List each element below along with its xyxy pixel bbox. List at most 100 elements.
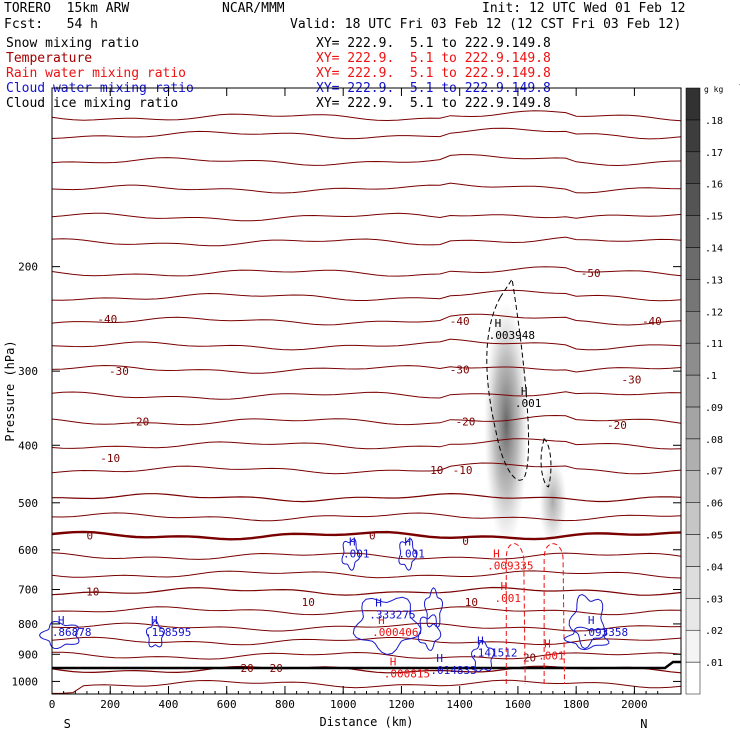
max-value-label: .009335 xyxy=(487,560,533,573)
colorbar-tick-label: .02 xyxy=(705,626,723,637)
x-tick-label: 1400 xyxy=(446,698,473,711)
max-marker-H: H xyxy=(375,597,382,610)
isotherm-line xyxy=(51,110,682,122)
north-label: N xyxy=(640,717,647,731)
snow-shading xyxy=(484,302,529,546)
x-tick-label: 600 xyxy=(217,698,237,711)
colorbar-swatch xyxy=(685,566,701,599)
x-tick-label: 0 xyxy=(49,698,56,711)
max-marker-H: H xyxy=(151,614,158,627)
colorbar-swatch xyxy=(685,534,701,567)
cloud-water-contour xyxy=(352,596,422,656)
x-axis-title: Distance (km) xyxy=(320,715,414,729)
y-tick-label: 300 xyxy=(18,365,38,378)
max-value-label: .001 xyxy=(398,547,425,560)
colorbar-tick-label: .03 xyxy=(705,594,723,605)
isotherm-label: -30 xyxy=(109,365,129,378)
colorbar-swatch xyxy=(685,342,701,376)
isotherm-label: 10 xyxy=(302,596,315,609)
colorbar-tick-label: .11 xyxy=(705,339,723,350)
colorbar-swatch xyxy=(685,661,701,695)
valid-time: Valid: 18 UTC Fri 03 Feb 12 (12 CST Fri … xyxy=(290,17,682,32)
isotherm-label: 0 xyxy=(462,535,469,548)
isotherm-label: -40 xyxy=(97,313,117,326)
colorbar-swatch xyxy=(685,470,701,503)
isotherm-line xyxy=(51,512,682,522)
isotherm-line xyxy=(51,266,682,277)
isotherm-label: -20 xyxy=(456,416,476,429)
max-marker-H: H xyxy=(404,535,411,548)
colorbar-swatch xyxy=(685,406,701,440)
x-tick-label: 1000 xyxy=(330,698,357,711)
cloud-water-contour xyxy=(417,614,442,652)
isotherm-label: 0 xyxy=(87,530,94,543)
max-value-label: .333275 xyxy=(369,609,415,622)
isotherm-label: 20 xyxy=(270,662,283,675)
isotherm-line xyxy=(51,236,682,247)
isotherm-line xyxy=(51,679,682,694)
isotherm-line xyxy=(51,364,682,374)
isotherm-line xyxy=(52,492,682,503)
y-tick-label: 200 xyxy=(18,261,38,274)
colorbar-swatch xyxy=(685,183,701,216)
colorbar-tick-label: .04 xyxy=(705,562,723,573)
cloud-water-contour xyxy=(568,593,606,650)
max-marker-H: H xyxy=(521,385,528,398)
isotherm-label: 20 xyxy=(523,652,536,665)
cloud-water-contour xyxy=(341,538,361,571)
legend-temperature-xy: XY= 222.9. 5.1 to 222.9.149.8 xyxy=(316,51,551,66)
isotherm-line xyxy=(51,127,682,140)
colorbar-tick-label: .12 xyxy=(705,307,723,318)
colorbar-swatch xyxy=(685,279,701,312)
cloud-water-contour xyxy=(470,640,495,673)
max-value-label: .001 xyxy=(515,397,542,410)
isotherm-label: -50 xyxy=(581,267,601,280)
isotherm-line xyxy=(51,622,682,632)
x-tick-label: 400 xyxy=(159,698,179,711)
max-marker-H: H xyxy=(500,580,507,593)
max-marker-H: H xyxy=(477,634,484,647)
model-title: TORERO 15km ARW xyxy=(4,1,130,16)
x-tick-label: 1600 xyxy=(505,698,532,711)
x-tick-label: 200 xyxy=(100,698,120,711)
isotherm-line xyxy=(51,606,682,616)
cloud-water-contour xyxy=(38,620,80,650)
x-tick-label: 1200 xyxy=(388,698,415,711)
y-tick-label: 500 xyxy=(18,497,38,510)
snow-shading xyxy=(538,457,567,546)
y-tick-label: 600 xyxy=(18,544,38,557)
cloud-water-contour xyxy=(398,538,417,571)
colorbar-unit-exponent: -1 xyxy=(738,81,740,89)
isotherm-label: 20 xyxy=(240,662,253,675)
max-value-label: .001 xyxy=(494,592,521,605)
isotherm-line xyxy=(51,570,682,579)
isotherm-label: -20 xyxy=(607,419,627,432)
isotherm-line xyxy=(51,414,682,426)
max-value-label: .093358 xyxy=(582,626,628,639)
legend-temperature: Temperature xyxy=(6,51,93,66)
legend-rain: Rain water mixing ratio xyxy=(6,66,187,81)
isotherm-line xyxy=(51,462,682,475)
isotherm-line xyxy=(51,338,682,351)
max-marker-H: H xyxy=(58,614,65,627)
cloud-water-contour xyxy=(145,620,165,648)
y-tick-label: 900 xyxy=(18,648,38,661)
max-marker-H: H xyxy=(493,548,500,561)
legend-snow: Snow mixing ratio xyxy=(6,36,140,51)
colorbar-tick-label: .14 xyxy=(705,243,723,254)
y-tick-label: 800 xyxy=(18,618,38,631)
isotherm-line xyxy=(51,530,682,541)
colorbar-tick-label: .01 xyxy=(705,658,723,669)
colorbar-swatch xyxy=(685,119,701,153)
max-value-label: .141512 xyxy=(471,646,517,659)
colorbar-tick-label: .05 xyxy=(705,531,723,542)
colorbar-swatch xyxy=(685,311,701,344)
isotherm-label: -40 xyxy=(450,315,470,328)
colorbar-swatch xyxy=(685,151,701,184)
colorbar-tick-label: .16 xyxy=(705,180,723,191)
isotherm-label: -10 xyxy=(424,464,444,477)
colorbar-swatch xyxy=(685,215,701,248)
colorbar-tick-label: .08 xyxy=(705,435,723,446)
